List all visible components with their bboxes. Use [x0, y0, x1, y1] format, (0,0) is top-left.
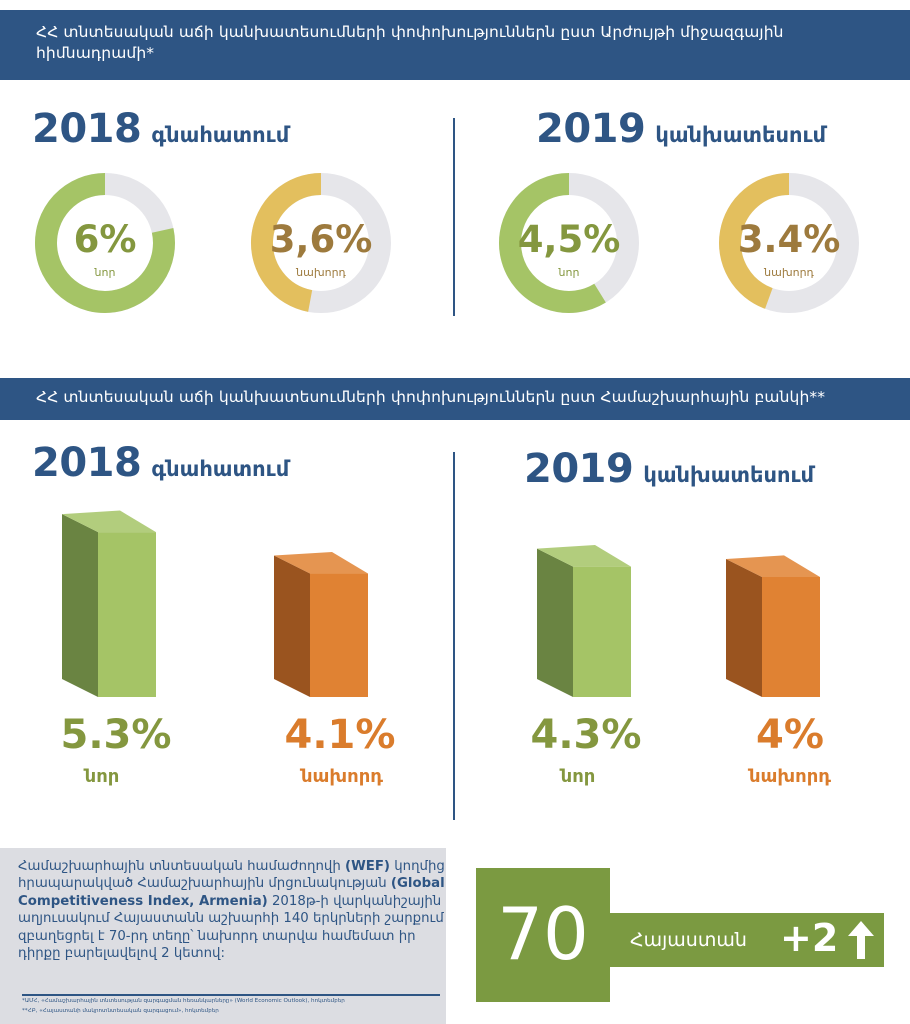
imf-label-2019: կանխատեսում [655, 123, 827, 147]
rank-country: Հայաստան [630, 929, 747, 951]
rank-value: 70 [497, 892, 589, 976]
imf-heading-2019: 2019 կանխատեսում [536, 106, 826, 152]
wb-heading-2019: 2019 կանխատեսում [524, 446, 814, 492]
donut-2019-prev-value: 3.4% [737, 218, 841, 261]
donut-2018-new: 6% նոր [34, 172, 176, 314]
bar-2018-new-value: 5.3% [60, 712, 172, 758]
bar-2019-prev-top [726, 555, 820, 577]
donut-2019-new-arc [499, 173, 606, 313]
imf-divider [453, 118, 455, 316]
wb-divider [453, 452, 455, 820]
imf-title: ՀՀ տնտեսական աճի կանխատեսումների փոփոխու… [36, 23, 784, 62]
bar-2018-prev-label: նախորդ [300, 766, 384, 787]
bar-2018-new-front [98, 532, 156, 697]
footnote-imf: *ԱՄՀ, «Համաշխարհային տնտեսության զարգացմ… [22, 998, 345, 1004]
imf-banner: ՀՀ տնտեսական աճի կանխատեսումների փոփոխու… [0, 10, 910, 80]
footnote-wb: **ՀԲ, «Հայաստանի մակրոտնտեսական զարգացու… [22, 1008, 219, 1014]
wb-banner: ՀՀ տնտեսական աճի կանխատեսումների փոփոխու… [0, 378, 910, 420]
donut-2019-prev-label: նախորդ [764, 266, 814, 279]
bar-2018-prev [274, 551, 368, 697]
bar-2018-new-top [62, 510, 156, 533]
wef-text-part3: 2018թ-ի վարկանիշային աղյուսակում Հայաստա… [18, 893, 444, 962]
bar-2019-prev-label: նախորդ [748, 766, 832, 787]
donut-2018-new-label: նոր [94, 266, 116, 279]
wb-year-2018: 2018 [32, 440, 142, 486]
wef-text: Համաշխարհային տնտեսական համաժողովի (WEF)… [18, 858, 446, 962]
bar-2019-new-front [573, 566, 631, 697]
bar-2019-new [537, 545, 631, 697]
bar-2019-new-value: 4.3% [530, 712, 642, 758]
rank-change: +2 [780, 916, 839, 960]
wef-text-part2: կողմից հրապարակված Համաշխարհային մրցունա… [18, 859, 445, 892]
wb-heading-2018: 2018 գնահատում [32, 440, 289, 486]
donut-2018-prev-label: նախորդ [296, 266, 346, 279]
wb-title: ՀՀ տնտեսական աճի կանխատեսումների փոփոխու… [36, 388, 826, 406]
bar-2019-prev [726, 555, 820, 697]
donut-2018-prev-arc [250, 173, 322, 312]
bar-2019-prev-value: 4% [756, 712, 824, 758]
arrow-up-icon [848, 921, 874, 959]
donut-2019-prev: 3.4% նախորդ [718, 172, 860, 314]
bar-2018-prev-value: 4.1% [284, 712, 396, 758]
wb-label-2018: գնահատում [151, 457, 290, 481]
bar-2019-new-top [537, 545, 631, 567]
bar-2018-new-side [62, 514, 98, 697]
bar-2018-new [62, 510, 156, 697]
wef-text-part1: Համաշխարհային տնտեսական համաժողովի [18, 859, 346, 874]
donut-2018-new-arc [35, 173, 175, 313]
donut-2019-prev-arc [719, 173, 790, 309]
bar-2018-new-label: նոր [84, 766, 120, 787]
donut-2018-new-value: 6% [73, 218, 137, 261]
donut-2019-new-label: նոր [558, 266, 580, 279]
donut-2018-prev: 3,6% նախորդ [250, 172, 392, 314]
rank-box: 70 [476, 868, 610, 1002]
bar-2019-new-label: նոր [560, 766, 596, 787]
bar-2019-new-side [537, 548, 573, 697]
wef-divider [22, 994, 440, 996]
imf-label-2018: գնահատում [151, 123, 290, 147]
imf-year-2018: 2018 [32, 106, 142, 152]
wb-year-2019: 2019 [524, 446, 634, 492]
wb-label-2019: կանխատեսում [643, 463, 815, 487]
bar-2019-prev-front [762, 577, 820, 697]
rank-strip: Հայաստան +2 [610, 913, 884, 967]
donut-2019-new-value: 4,5% [517, 218, 621, 261]
imf-heading-2018: 2018 գնահատում [32, 106, 289, 152]
wef-text-bold2: (Global Competitiveness Index, Armenia) [18, 876, 445, 909]
bar-2018-prev-front [310, 573, 368, 697]
donut-2018-prev-value: 3,6% [269, 218, 373, 261]
wef-text-bold1: (WEF) [345, 859, 391, 874]
bar-2018-prev-side [274, 555, 310, 697]
donut-2019-new: 4,5% նոր [498, 172, 640, 314]
bar-2018-prev-top [274, 551, 368, 574]
imf-year-2019: 2019 [536, 106, 646, 152]
bar-2019-prev-side [726, 559, 762, 697]
